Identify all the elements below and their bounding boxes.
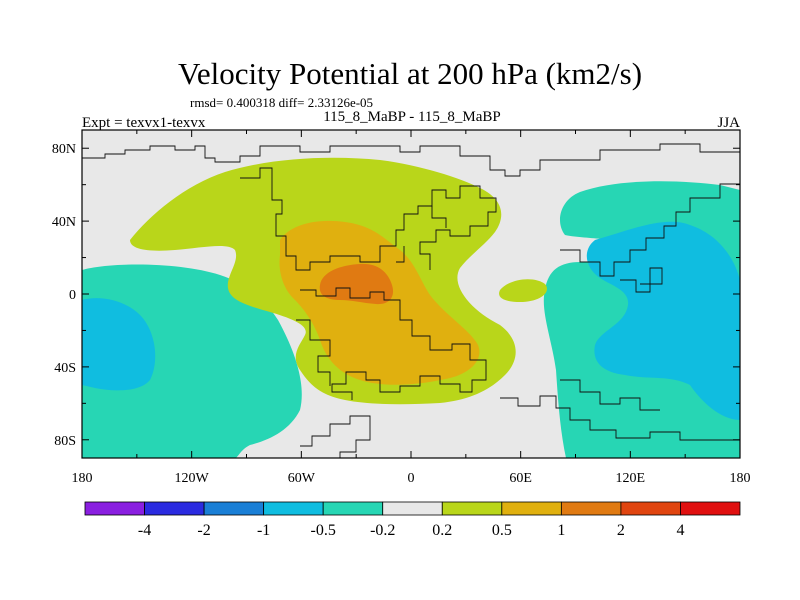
y-tick-label: 80S [54,434,76,449]
chart-title: Velocity Potential at 200 hPa (km2/s) [178,56,642,91]
x-tick-label: 60W [288,471,316,486]
x-axis: 180 120W 60W 0 60E 120E 180 [72,130,751,486]
colorbar-label: -4 [138,522,151,539]
y-tick-label: 80N [52,142,76,157]
coastline-laurasia [240,167,497,271]
neg-moderate-west [82,298,156,391]
colorbar-label: -2 [197,522,210,539]
colorbar-label: -0.2 [370,522,395,539]
colorbar-swatch [322,501,384,516]
coastline-gondwana-west [296,319,331,386]
colorbar-swatch [620,501,681,516]
colorbar-label: 0.5 [492,522,512,539]
x-tick-label: 120E [616,471,646,486]
colorbar-swatch [501,501,562,516]
coastline-south-east [560,379,660,411]
field-map [82,130,740,458]
left-label: Expt = texvx1-texvx [82,115,206,131]
coastline-asia [560,183,740,277]
colorbar-swatch [203,501,265,516]
y-axis: 80N 40N 0 40S 80S [52,142,740,449]
coastline-interior [396,206,447,263]
colorbar-label: 2 [617,522,625,539]
x-tick-label: 180 [72,471,93,486]
neg-moderate-east [586,221,740,420]
center-label: 115_8_MaBP - 115_8_MaBP [323,109,501,125]
coastline-east [500,395,740,441]
coastline-antarctic [300,415,371,458]
stats-text: rmsd= 0.400318 diff= 2.33126e-05 [190,95,373,110]
y-tick-label: 40S [54,361,76,376]
colorbar-swatch [382,501,443,516]
colorbar-swatch [263,501,324,516]
colorbar-swatch [680,501,741,516]
colorbar-label: 4 [676,522,684,539]
colorbar-swatch [144,501,205,516]
y-tick-label: 40N [52,215,76,230]
coastline-gondwana [300,287,487,400]
pos-region-strong [319,263,394,305]
coastlines [82,143,740,458]
y-tick-label: 0 [69,288,76,303]
colorbar: -4 -2 -1 -0.5 -0.2 0.2 0.5 1 2 4 [84,501,741,539]
coastline-north [82,143,740,177]
colorbar-label: 1 [557,522,565,539]
coastline-islands [620,267,663,293]
colorbar-swatch [560,501,622,516]
colorbar-swatch [84,501,145,516]
colorbar-label: 0.2 [432,522,452,539]
x-tick-label: 120W [175,471,210,486]
pos-region-small [499,279,548,302]
colorbar-swatch [441,501,503,516]
colorbar-label: -1 [257,522,270,539]
x-tick-label: 60E [509,471,532,486]
x-tick-label: 0 [408,471,415,486]
right-label: JJA [717,115,740,131]
x-tick-label: 180 [730,471,751,486]
colorbar-label: -0.5 [311,522,336,539]
